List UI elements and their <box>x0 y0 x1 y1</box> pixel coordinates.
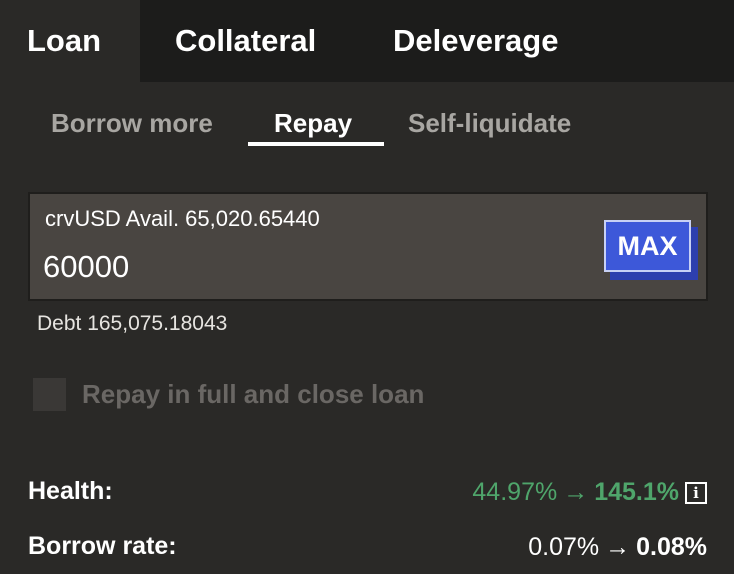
max-button-label: MAX <box>617 230 678 261</box>
tab-collateral-label: Collateral <box>175 23 317 58</box>
close-loan-label: Repay in full and close loan <box>82 378 425 409</box>
borrow-rate-label: Borrow rate: <box>28 532 177 560</box>
subtab-repay[interactable]: Repay <box>274 108 352 146</box>
subtab-self-liquidate[interactable]: Self-liquidate <box>408 108 571 146</box>
debt-amount: Debt 165,075.18043 <box>37 312 228 335</box>
borrow-rate-arrow-icon: → <box>605 533 631 561</box>
subtab-repay-label: Repay <box>274 108 353 138</box>
subtab-self-liquidate-label: Self-liquidate <box>408 108 572 138</box>
tab-deleverage[interactable]: Deleverage <box>393 0 558 82</box>
health-value: 44.97% → 145.1% i <box>472 478 707 507</box>
subtab-borrow-more[interactable]: Borrow more <box>51 108 213 146</box>
active-subtab-underline <box>248 142 384 146</box>
health-new: 145.1% <box>594 478 679 506</box>
info-icon[interactable]: i <box>685 481 707 504</box>
tab-bar: Loan Collateral Deleverage <box>0 0 734 82</box>
repay-amount-input[interactable] <box>43 246 543 288</box>
tab-loan[interactable]: Loan <box>0 0 140 82</box>
borrow-rate-new: 0.08% <box>636 533 707 561</box>
available-balance-label: crvUSD Avail. 65,020.65440 <box>45 206 320 231</box>
borrow-rate-current: 0.07% <box>528 533 600 561</box>
repay-amount-box: crvUSD Avail. 65,020.65440 MAX <box>28 192 708 301</box>
health-arrow-icon: → <box>563 478 589 506</box>
tab-loan-label: Loan <box>27 23 102 58</box>
tab-collateral[interactable]: Collateral <box>175 0 316 82</box>
subtab-borrow-more-label: Borrow more <box>51 108 213 138</box>
tab-deleverage-label: Deleverage <box>393 23 559 58</box>
close-loan-option[interactable]: Repay in full and close loan <box>33 377 424 411</box>
borrow-rate-value: 0.07% → 0.08% <box>528 533 707 562</box>
close-loan-checkbox[interactable] <box>33 377 66 411</box>
health-label: Health: <box>28 477 113 505</box>
health-current: 44.97% <box>472 478 558 506</box>
max-button[interactable]: MAX <box>604 220 691 272</box>
